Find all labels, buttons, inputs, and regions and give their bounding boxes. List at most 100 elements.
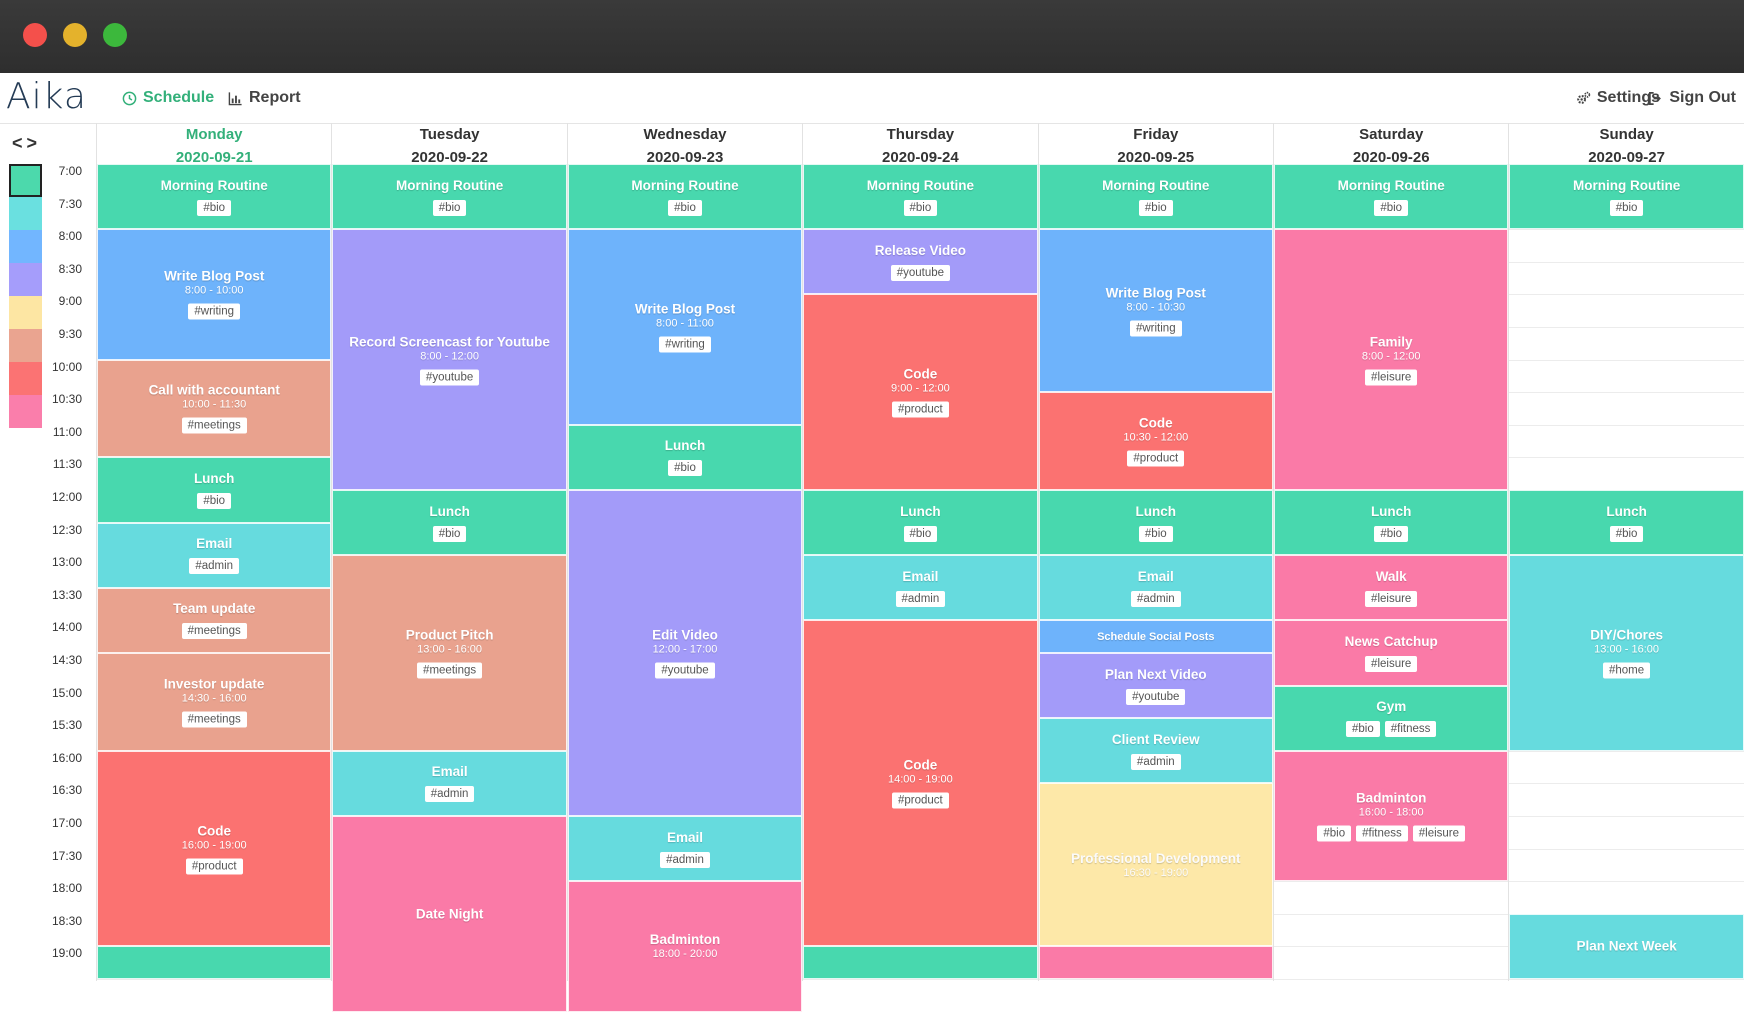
event-block[interactable]: DIY/Chores 13:00 - 16:00 #home (1509, 555, 1744, 751)
tag-badge[interactable]: #bio (1374, 199, 1409, 216)
event-block[interactable]: Release Video #youtube (803, 229, 1038, 295)
event-block[interactable]: Lunch #bio (1038, 490, 1273, 556)
day-column-monday[interactable]: Morning Routine #bio Write Blog Post 8:00 -… (96, 164, 332, 981)
app-logo[interactable]: Aika (6, 76, 87, 117)
tag-badge[interactable]: #bio (432, 525, 467, 542)
event-block[interactable]: Morning Routine #bio (567, 164, 803, 230)
event-block[interactable] (803, 946, 1038, 979)
event-block[interactable]: Record Screencast for Youtube 8:00 - 12:0… (332, 229, 567, 490)
event-block[interactable]: Email #admin (1038, 555, 1273, 621)
event-block[interactable]: Lunch #bio (332, 490, 567, 556)
event-block[interactable]: Schedule Social Posts (1038, 620, 1273, 653)
event-block[interactable]: Family 8:00 - 12:00 #leisure (1274, 229, 1509, 490)
event-block[interactable]: Morning Routine #bio (97, 164, 332, 230)
tag-badge[interactable]: #leisure (1412, 825, 1466, 842)
event-block[interactable]: Product Pitch 13:00 - 16:00 #meetings (332, 555, 567, 751)
tag-badge[interactable]: #bio (1138, 199, 1173, 216)
day-column-sunday[interactable]: Morning Routine #bio Lunch #bio DIY/Chores 13… (1508, 164, 1744, 981)
event-block[interactable]: Code 16:00 - 19:00 #product (97, 750, 332, 947)
tag-badge[interactable]: #bio (903, 525, 938, 542)
event-block[interactable]: Code 10:30 - 12:00 #product (1038, 392, 1273, 490)
event-block[interactable]: Email #admin (567, 816, 803, 882)
tag-badge[interactable]: #product (892, 792, 949, 809)
tag-badge[interactable]: #bio (1138, 525, 1173, 542)
day-column-thursday[interactable]: Morning Routine #bio Release Video #youtube… (802, 164, 1038, 981)
event-block[interactable]: Lunch #bio (97, 457, 332, 523)
tag-badge[interactable]: #admin (660, 851, 710, 868)
tag-badge[interactable]: #admin (1130, 753, 1181, 770)
event-block[interactable]: Write Blog Post 8:00 - 10:30 #writing (1038, 229, 1273, 393)
color-swatch[interactable] (9, 362, 42, 395)
tag-badge[interactable]: #bio (197, 199, 232, 216)
color-swatch[interactable] (9, 230, 42, 263)
nav-signout[interactable]: Sign Out (1648, 89, 1736, 107)
tag-badge[interactable]: #admin (424, 786, 475, 803)
tag-badge[interactable]: #meetings (417, 662, 483, 679)
tag-badge[interactable]: #fitness (1356, 825, 1408, 842)
tag-badge[interactable]: #bio (1374, 525, 1409, 542)
event-block[interactable]: News Catchup #leisure (1274, 620, 1509, 686)
tag-badge[interactable]: #leisure (1365, 590, 1418, 607)
day-column-wednesday[interactable]: Morning Routine #bio Write Blog Post 8:00 -… (566, 164, 803, 1012)
event-block[interactable]: Date Night (332, 816, 567, 1012)
tag-badge[interactable]: #bio (903, 199, 938, 216)
color-swatch[interactable] (9, 329, 42, 362)
tag-badge[interactable]: #product (185, 858, 243, 875)
tag-badge[interactable]: #meetings (181, 623, 247, 640)
tag-badge[interactable]: #youtube (419, 369, 480, 386)
event-block[interactable]: Morning Routine #bio (332, 164, 567, 230)
nav-schedule[interactable]: Schedule (122, 89, 214, 107)
tag-badge[interactable]: #bio (432, 199, 467, 216)
tag-badge[interactable]: #youtube (655, 662, 715, 679)
event-block[interactable]: Lunch #bio (567, 424, 803, 490)
color-swatch[interactable] (9, 263, 42, 296)
event-block[interactable]: Badminton 18:00 - 20:00 (567, 881, 803, 1012)
maximize-window-button[interactable] (103, 23, 127, 47)
event-block[interactable]: Team update #meetings (97, 587, 332, 653)
event-block[interactable]: Call with accountant 10:00 - 11:30 #meetin… (97, 359, 332, 458)
event-block[interactable]: Code 9:00 - 12:00 #product (803, 294, 1038, 490)
event-block[interactable]: Morning Routine #bio (1509, 164, 1744, 230)
color-swatch[interactable] (9, 395, 42, 428)
tag-badge[interactable]: #product (1127, 450, 1185, 467)
tag-badge[interactable]: #admin (895, 590, 946, 607)
event-block[interactable]: Lunch #bio (1509, 490, 1744, 556)
tag-badge[interactable]: #writing (1129, 320, 1182, 337)
tag-badge[interactable]: #bio (197, 492, 232, 509)
event-block[interactable]: Lunch #bio (1274, 490, 1509, 556)
event-block[interactable]: Plan Next Video #youtube (1038, 653, 1273, 719)
event-block[interactable]: Client Review #admin (1038, 718, 1273, 784)
event-block[interactable]: Lunch #bio (803, 490, 1038, 556)
tag-badge[interactable]: #writing (188, 303, 241, 320)
event-block[interactable]: Morning Routine #bio (803, 164, 1038, 230)
event-block[interactable]: Morning Routine #bio (1038, 164, 1273, 230)
event-block[interactable]: Walk #leisure (1274, 555, 1509, 621)
event-block[interactable]: Write Blog Post 8:00 - 10:00 #writing (97, 229, 332, 360)
tag-badge[interactable]: #leisure (1365, 369, 1418, 386)
event-block[interactable] (1038, 946, 1273, 979)
tag-badge[interactable]: #bio (1317, 825, 1352, 842)
event-block[interactable]: Email #admin (97, 522, 332, 588)
day-column-friday[interactable]: Morning Routine #bio Write Blog Post 8:00 -… (1037, 164, 1273, 981)
nav-settings[interactable]: Settings (1576, 89, 1660, 107)
event-block[interactable]: Email #admin (803, 555, 1038, 621)
tag-badge[interactable]: #bio (668, 199, 702, 216)
event-block[interactable]: Edit Video 12:00 - 17:00 #youtube (567, 490, 803, 816)
event-block[interactable]: Morning Routine #bio (1274, 164, 1509, 230)
tag-badge[interactable]: #home (1603, 662, 1651, 679)
tag-badge[interactable]: #bio (1346, 721, 1380, 738)
event-block[interactable]: Code 14:00 - 19:00 #product (803, 620, 1038, 947)
event-block[interactable]: Gym #bio #fitness (1274, 685, 1509, 751)
event-block[interactable]: Plan Next Week (1509, 913, 1744, 979)
color-swatch[interactable] (9, 197, 42, 230)
tag-badge[interactable]: #writing (659, 336, 711, 353)
event-block[interactable] (97, 946, 332, 979)
close-window-button[interactable] (23, 23, 47, 47)
event-block[interactable]: Badminton 16:00 - 18:00 #bio #fitness #leisu… (1274, 750, 1509, 882)
tag-badge[interactable]: #admin (1130, 590, 1181, 607)
color-swatch[interactable] (9, 296, 42, 329)
tag-badge[interactable]: #product (892, 401, 949, 418)
event-block[interactable]: Investor update 14:30 - 16:00 #meetings (97, 653, 332, 751)
tag-badge[interactable]: #youtube (1126, 688, 1186, 705)
tag-badge[interactable]: #youtube (890, 264, 951, 281)
